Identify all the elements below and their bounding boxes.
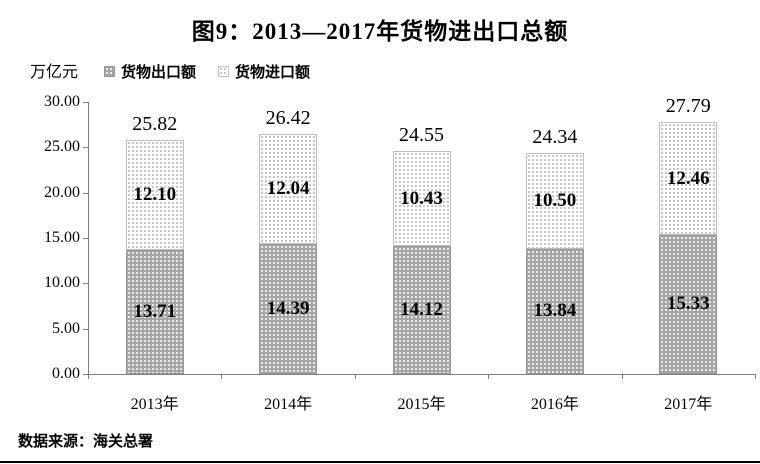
y-axis-tick [83,374,88,375]
x-axis-tick [354,374,356,379]
stacked-bar: 12.10 13.71 [125,139,184,374]
y-axis-tick-label: 20.00 [44,183,80,201]
import-value-label: 12.04 [266,177,310,199]
y-axis-tick [83,192,88,194]
export-segment: 15.33 [659,235,718,374]
y-axis-tick-label: 0.00 [52,365,80,382]
export-value-label: 14.12 [400,298,443,320]
x-axis-category-label: 2017年 [664,396,713,413]
x-axis-category-label: 2016年 [530,396,579,413]
y-axis-tick [83,283,88,285]
stacked-bar: 12.46 15.33 [659,122,718,374]
bottom-divider [0,461,760,463]
import-segment: 10.43 [392,151,451,246]
x-axis-tick [621,374,623,379]
y-axis-tick-label: 25.00 [44,138,80,156]
y-axis-tick-label: 5.00 [52,319,80,337]
y-axis-tick-label: 10.00 [44,274,80,292]
export-value-label: 13.84 [533,300,577,322]
export-value-label: 14.39 [266,297,310,319]
export-value-label: 13.71 [133,300,177,322]
import-segment: 12.46 [659,122,718,235]
legend-label: 货物出口额 [121,65,197,81]
export-value-label: 15.33 [666,293,710,315]
import-value-label: 10.43 [400,187,443,209]
y-axis-unit-label: 万亿元 [30,64,79,81]
import-value-label: 12.10 [133,183,177,205]
x-axis-category-label: 2013年 [130,396,179,413]
y-axis-line [88,102,89,375]
legend: 货物出口额 货物进口额 [104,61,310,82]
y-axis-tick [83,102,88,103]
y-axis-tick [83,147,88,149]
x-axis-tick [88,374,89,379]
chart-title: 图9：2013—2017年货物进出口总额 [191,19,569,44]
legend-item: 货物进口额 [218,61,310,82]
x-axis-tick [755,374,756,379]
source-note: 数据来源：海关总署 [18,433,154,450]
x-axis-tick [488,374,490,379]
stacked-bar: 12.04 14.39 [259,134,318,374]
y-axis-tick [83,328,88,330]
total-value-label: 24.55 [399,124,444,147]
import-segment: 12.04 [259,134,318,244]
x-axis-category-label: 2014年 [264,396,313,413]
export-segment: 14.39 [259,243,318,374]
import-segment: 12.10 [125,139,184,250]
x-axis-category-label: 2015年 [397,396,446,413]
import-segment: 10.50 [525,153,584,249]
stacked-bar: 10.43 14.12 [392,151,451,374]
import-value-label: 12.46 [666,167,710,189]
import-value-label: 10.50 [533,189,577,211]
y-axis-tick-label: 30.00 [44,93,80,110]
total-value-label: 27.79 [665,95,711,118]
export-segment: 13.71 [125,249,184,374]
total-value-label: 24.34 [532,126,578,149]
legend-item: 货物出口额 [104,61,196,82]
x-axis-line [83,374,755,375]
stacked-bar: 10.50 13.84 [525,153,584,374]
export-segment: 13.84 [525,248,584,374]
legend-label: 货物进口额 [235,65,311,81]
y-axis-tick-label: 15.00 [44,229,80,246]
x-axis-tick [221,374,223,379]
export-segment: 14.12 [392,245,451,374]
export-dark-dotted-swatch-icon [104,66,115,77]
import-light-dotted-swatch-icon [218,66,230,77]
total-value-label: 25.82 [132,112,178,135]
y-axis-tick [83,238,88,239]
total-value-label: 26.42 [265,107,311,130]
